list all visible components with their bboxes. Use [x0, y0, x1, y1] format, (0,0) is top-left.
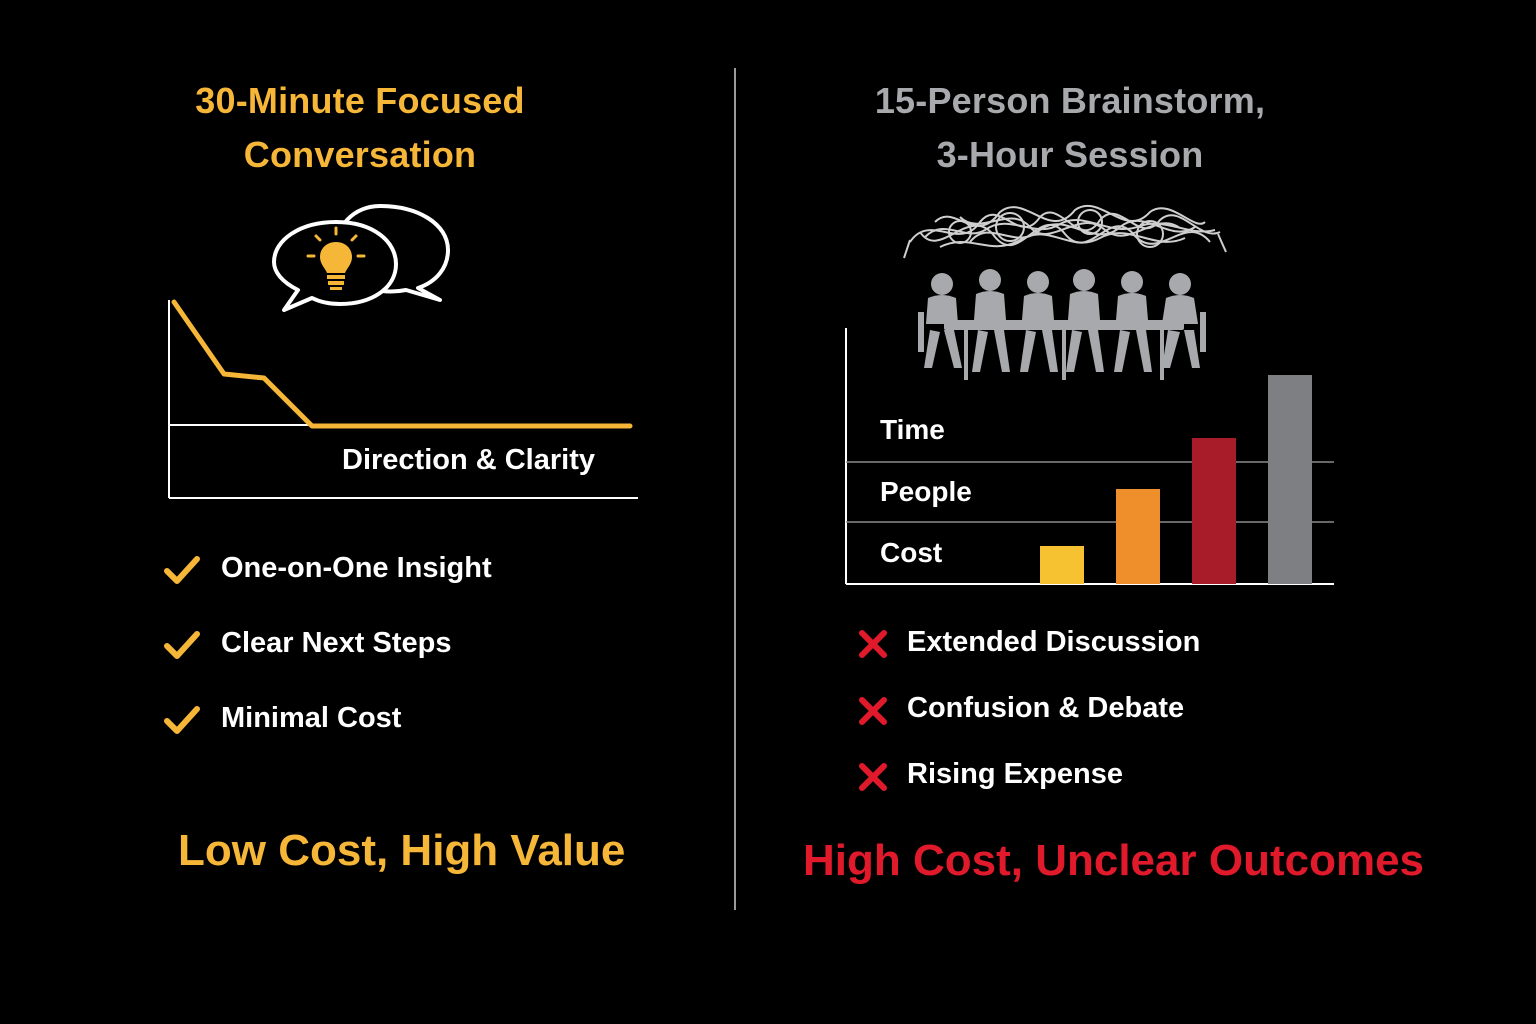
bar-red	[1192, 438, 1236, 584]
x-icon	[859, 763, 887, 791]
x-icon	[859, 630, 887, 658]
meeting-group-icon	[918, 269, 1206, 380]
cons-item: Extended Discussion	[907, 626, 1201, 658]
direction-clarity-label: Direction & Clarity	[342, 444, 595, 476]
bar-label-time: Time	[880, 414, 945, 445]
left-panel-title: 30-Minute Focused Conversation	[140, 74, 580, 182]
bar-label-cost: Cost	[880, 537, 943, 568]
bar-orange	[1116, 489, 1160, 584]
cons-item: Rising Expense	[907, 758, 1123, 790]
cost-bar-chart	[845, 328, 1334, 585]
right-title-line1: 15-Person Brainstorm,	[874, 80, 1266, 121]
left-title-line2: Conversation	[243, 134, 477, 175]
bar-yellow	[1040, 546, 1084, 584]
direction-line-chart	[168, 299, 638, 499]
check-icon	[164, 556, 200, 584]
checklist-item: Minimal Cost	[221, 702, 402, 734]
decline-line	[171, 299, 633, 429]
checklist-item: One-on-One Insight	[221, 552, 492, 584]
check-icon	[164, 706, 200, 734]
cons-item: Confusion & Debate	[907, 692, 1185, 724]
right-title-line2: 3-Hour Session	[936, 134, 1204, 175]
left-title-line1: 30-Minute Focused	[195, 80, 525, 121]
tangled-thoughts-icon	[903, 204, 1227, 259]
right-panel-title: 15-Person Brainstorm, 3-Hour Session	[820, 74, 1320, 182]
checklist-item: Clear Next Steps	[221, 627, 452, 659]
x-icon	[859, 697, 887, 725]
right-summary: High Cost, Unclear Outcomes	[803, 836, 1425, 885]
bar-gray	[1268, 375, 1312, 584]
left-summary: Low Cost, High Value	[178, 826, 626, 875]
speech-bubbles-lightbulb-icon	[272, 204, 450, 312]
bar-label-people: People	[880, 476, 972, 507]
lightbulb-icon	[306, 226, 366, 290]
check-icon	[164, 631, 200, 659]
panel-divider	[734, 68, 736, 910]
